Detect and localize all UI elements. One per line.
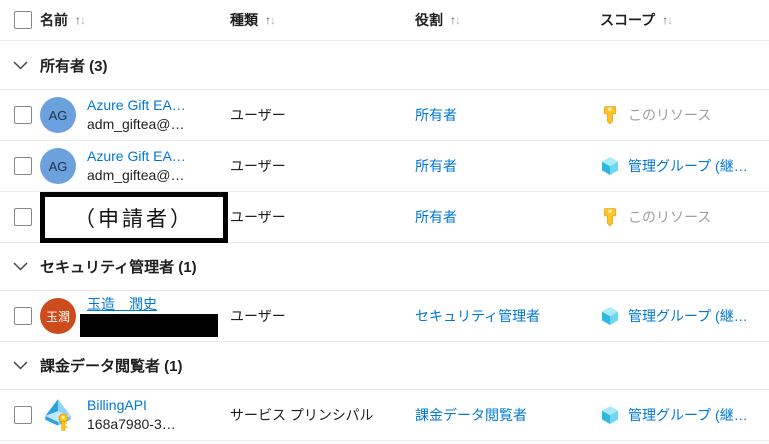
member-name-link[interactable]: BillingAPI (87, 397, 147, 413)
redaction-annotation (80, 314, 218, 337)
role-link[interactable]: 所有者 (415, 107, 457, 123)
column-label-scope: スコープ (600, 12, 656, 28)
row-checkbox[interactable] (14, 157, 32, 175)
member-upn: adm_giftea@… (87, 116, 185, 132)
chevron-down-icon (13, 361, 28, 370)
avatar: 玉潤 (40, 298, 76, 334)
management-group-icon (600, 156, 620, 176)
member-type: ユーザー (230, 209, 286, 225)
scope-link[interactable]: 管理グループ (継… (628, 407, 748, 423)
sort-arrows-icon: ↑↓ (265, 13, 276, 27)
table-row: AG Azure Gift EA… adm_giftea@… ユーザー 所有者 … (0, 90, 769, 141)
management-group-icon (600, 405, 620, 425)
management-group-icon (600, 306, 620, 326)
group-label: セキュリティ管理者 (1) (40, 259, 197, 276)
row-checkbox[interactable] (14, 307, 32, 325)
row-checkbox[interactable] (14, 208, 32, 226)
chevron-cell (0, 361, 40, 370)
role-link[interactable]: 所有者 (415, 158, 457, 174)
header-checkbox-cell (0, 11, 40, 29)
scope-text: このリソース (628, 107, 712, 123)
chevron-cell (0, 262, 40, 271)
member-type: ユーザー (230, 158, 286, 174)
member-type: サービス プリンシパル (230, 407, 374, 423)
redaction-annotation: （申請者） (40, 192, 228, 243)
role-link[interactable]: セキュリティ管理者 (415, 308, 541, 324)
table-row: BillingAPI 168a7980-3… サービス プリンシパル 課金データ… (0, 390, 769, 441)
column-header-name[interactable]: 名前 ↑↓ (40, 10, 230, 30)
row-checkbox[interactable] (14, 406, 32, 424)
select-all-checkbox[interactable] (14, 11, 32, 29)
group-label: 所有者 (3) (40, 57, 108, 75)
chevron-cell (0, 60, 40, 70)
chevron-down-icon (13, 60, 28, 70)
member-type: ユーザー (230, 308, 286, 324)
group-label: 課金データ閲覧者 (1) (40, 358, 183, 375)
member-name-link[interactable]: Azure Gift EA… (87, 97, 186, 113)
member-type: ユーザー (230, 107, 286, 123)
table-header-row: 名前 ↑↓ 種類 ↑↓ 役割 ↑↓ スコープ ↑↓ (0, 0, 769, 41)
role-link[interactable]: 課金データ閲覧者 (415, 407, 527, 423)
column-label-role: 役割 (415, 12, 443, 28)
table-row: 玉潤 玉造 潤史 ユーザー セキュリティ管理者 管理グループ (継… (0, 291, 769, 342)
group-header-billing-readers[interactable]: 課金データ閲覧者 (1) (0, 342, 769, 390)
scope-text: このリソース (628, 209, 712, 225)
avatar: AG (40, 97, 76, 133)
key-icon (600, 105, 620, 125)
column-label-name: 名前 (40, 12, 68, 28)
chevron-down-icon (13, 262, 28, 271)
role-link[interactable]: 所有者 (415, 209, 457, 225)
sort-arrows-icon: ↑↓ (662, 13, 673, 27)
table-row: （申請者） ユーザー 所有者 このリソース (0, 192, 769, 243)
group-header-owners[interactable]: 所有者 (3) (0, 41, 769, 90)
column-header-type[interactable]: 種類 ↑↓ (230, 10, 415, 30)
column-label-type: 種類 (230, 12, 258, 28)
group-header-security-admins[interactable]: セキュリティ管理者 (1) (0, 243, 769, 291)
scope-link[interactable]: 管理グループ (継… (628, 158, 748, 174)
row-checkbox[interactable] (14, 106, 32, 124)
member-name-link[interactable]: Azure Gift EA… (87, 148, 186, 164)
sort-arrows-icon: ↑↓ (75, 13, 86, 27)
scope-link[interactable]: 管理グループ (継… (628, 308, 748, 324)
column-header-role[interactable]: 役割 ↑↓ (415, 10, 600, 30)
table-row: AG Azure Gift EA… adm_giftea@… ユーザー 所有者 … (0, 141, 769, 192)
service-principal-icon (45, 399, 71, 431)
key-icon (600, 207, 620, 227)
member-upn: adm_giftea@… (87, 167, 185, 183)
member-app-id: 168a7980-3… (87, 416, 176, 432)
avatar: AG (40, 148, 76, 184)
column-header-scope[interactable]: スコープ ↑↓ (600, 10, 769, 30)
sort-arrows-icon: ↑↓ (450, 13, 461, 27)
member-name-link[interactable]: 玉造 潤史 (87, 296, 157, 312)
